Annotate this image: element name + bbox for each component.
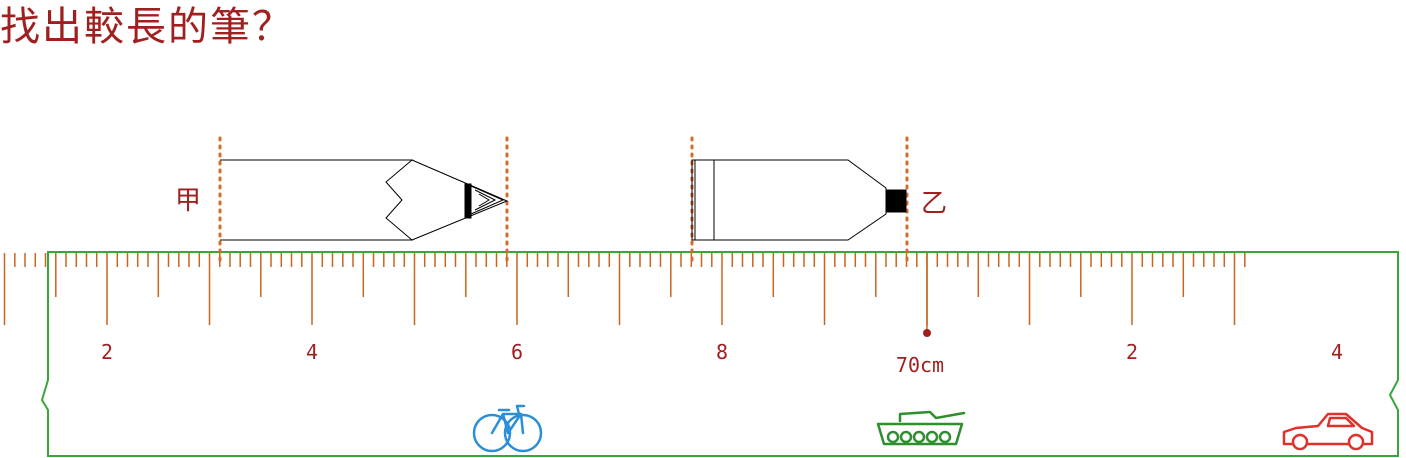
pencil-jia-band bbox=[464, 183, 472, 219]
ruler-number-label: 2 bbox=[1126, 340, 1138, 364]
pen-yi-label: 乙 bbox=[921, 189, 947, 219]
pen-yi bbox=[691, 159, 907, 241]
ruler-number-label: 8 bbox=[716, 340, 728, 364]
page-title: 找出較長的筆？ bbox=[0, 4, 294, 50]
pen-yi-body bbox=[691, 159, 887, 241]
guide-lines bbox=[218, 136, 909, 264]
ruler-number-label: 6 bbox=[511, 340, 523, 364]
pencil-jia-label: 甲 bbox=[175, 186, 201, 216]
ruler-number-label: 2 bbox=[101, 340, 113, 364]
ruler: 2 4 6 8 2 4 70cm bbox=[3, 251, 1399, 457]
pencil-jia-lead bbox=[470, 185, 505, 215]
ruler-ticks bbox=[3, 253, 1246, 333]
ruler-number-label: 4 bbox=[306, 340, 318, 364]
pencil-jia-body bbox=[220, 159, 414, 241]
pen-yi-tip bbox=[885, 189, 907, 213]
pencil-jia-cone bbox=[411, 159, 509, 241]
car-icon bbox=[1282, 412, 1374, 451]
ruler-labels: 2 4 6 8 2 4 bbox=[101, 340, 1343, 364]
ruler-marker-dot bbox=[923, 329, 931, 337]
ruler-number-label: 4 bbox=[1331, 340, 1343, 364]
ruler-body bbox=[40, 251, 1399, 457]
pencil-jia bbox=[220, 159, 509, 241]
tank-icon bbox=[876, 410, 966, 446]
ruler-marker-label: 70cm bbox=[896, 353, 944, 377]
bicycle-icon bbox=[472, 404, 543, 453]
